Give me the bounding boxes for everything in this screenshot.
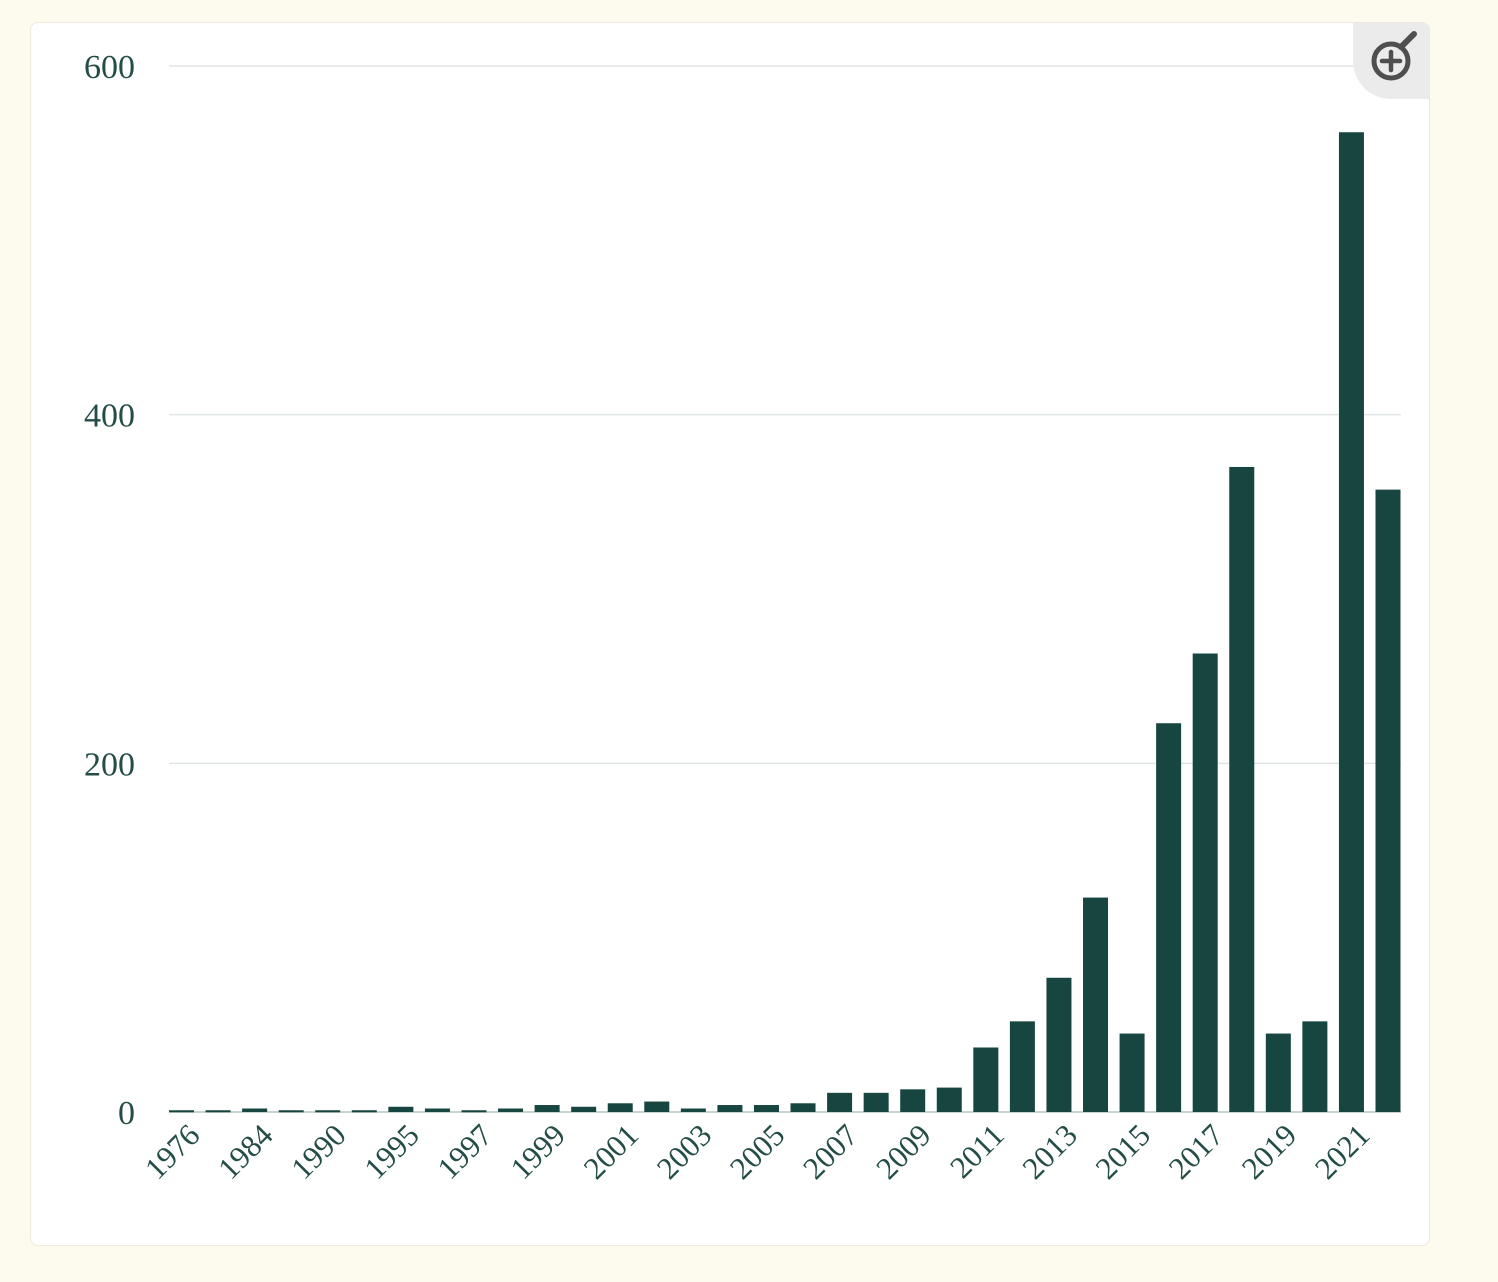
bar (534, 1105, 560, 1112)
bar (1046, 977, 1072, 1112)
bar (1156, 723, 1182, 1112)
bar (680, 1108, 706, 1112)
bar (753, 1105, 779, 1112)
bar (1192, 653, 1218, 1112)
bar (1338, 132, 1364, 1112)
bar (1229, 466, 1255, 1112)
bar (827, 1092, 853, 1112)
zoom-in-icon (1371, 31, 1417, 81)
x-tick-label: 2019 (1235, 1117, 1304, 1186)
bar (388, 1106, 414, 1112)
x-tick-label: 1984 (211, 1117, 280, 1186)
y-axis-ticks: 0 200 400 600 (84, 49, 135, 1132)
bar (498, 1108, 524, 1112)
bar (1119, 1033, 1145, 1112)
bar (1265, 1033, 1291, 1112)
bar (1009, 1021, 1035, 1112)
bar (424, 1108, 450, 1112)
bar (644, 1101, 670, 1112)
bar (315, 1110, 341, 1113)
bar (863, 1092, 889, 1112)
bar (461, 1110, 487, 1113)
bar (205, 1110, 231, 1113)
x-tick-label: 2011 (943, 1117, 1011, 1185)
bar (607, 1103, 633, 1112)
bar (790, 1103, 816, 1112)
x-tick-label: 2001 (577, 1117, 646, 1186)
bar (1375, 489, 1401, 1112)
bar (1083, 897, 1109, 1112)
bar (717, 1105, 743, 1112)
y-tick-label: 200 (84, 746, 135, 783)
bar (900, 1089, 926, 1112)
x-tick-label: 2017 (1162, 1117, 1231, 1186)
x-tick-label: 2015 (1088, 1117, 1157, 1186)
y-tick-label: 400 (84, 398, 135, 435)
bar (351, 1110, 377, 1113)
x-tick-label: 1990 (284, 1117, 353, 1186)
x-tick-label: 2003 (650, 1117, 719, 1186)
bar (169, 1110, 194, 1113)
zoom-button[interactable] (1353, 23, 1429, 99)
x-tick-label: 1995 (357, 1117, 426, 1186)
x-tick-label: 1976 (138, 1117, 207, 1186)
bar (242, 1108, 268, 1112)
bar (571, 1106, 597, 1112)
x-tick-label: 2013 (1015, 1117, 1084, 1186)
bar (1302, 1021, 1328, 1112)
bar (973, 1047, 999, 1112)
x-tick-label: 2005 (723, 1117, 792, 1186)
x-tick-label: 2007 (796, 1117, 865, 1186)
x-axis-ticks: 1976 1984 1990 1995 1997 1999 2001 2003 2005 2007… (138, 1117, 1377, 1186)
bars (169, 132, 1401, 1113)
x-tick-label: 2009 (869, 1117, 938, 1186)
bar (278, 1110, 304, 1113)
y-tick-label: 0 (118, 1095, 135, 1132)
y-tick-label: 600 (84, 49, 135, 86)
x-tick-label: 1997 (430, 1117, 499, 1186)
x-tick-label: 1999 (503, 1117, 572, 1186)
chart-card: 0 200 400 600 1976 1984 1990 1995 1997 1999 2001 2… (30, 22, 1430, 1246)
x-tick-label: 2021 (1308, 1117, 1377, 1186)
bar (936, 1087, 962, 1112)
